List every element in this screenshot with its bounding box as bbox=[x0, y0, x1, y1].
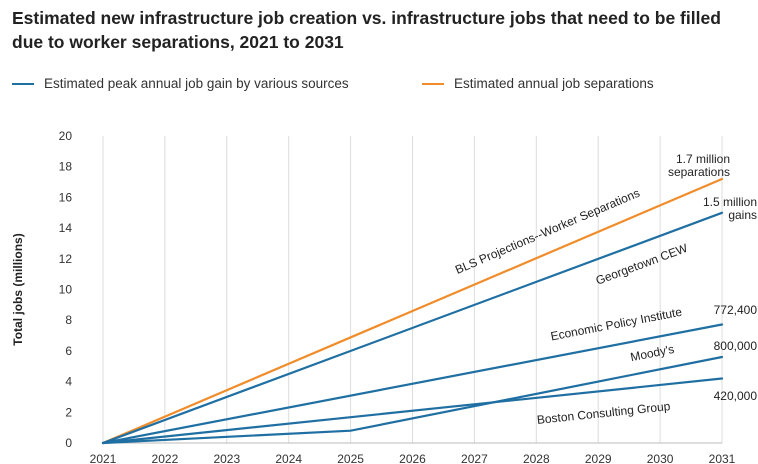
end-label-4: 420,000 bbox=[714, 389, 758, 403]
y-tick-label-10: 10 bbox=[59, 283, 73, 297]
y-tick-label-4: 4 bbox=[65, 375, 72, 389]
end-label-3: 800,000 bbox=[714, 339, 758, 353]
end-label-2: 772,400 bbox=[714, 303, 758, 317]
y-tick-label-12: 12 bbox=[59, 252, 73, 266]
legend-label-separations: Estimated annual job separations bbox=[454, 76, 654, 91]
legend-swatch-separations bbox=[422, 82, 444, 85]
y-tick-label-14: 14 bbox=[59, 221, 73, 235]
series-label-moody-s: Moody's bbox=[629, 342, 675, 364]
legend-item-separations: Estimated annual job separations bbox=[422, 76, 654, 91]
x-tick-label-2022: 2022 bbox=[152, 452, 179, 464]
end-label-2-line-0: 772,400 bbox=[714, 303, 758, 317]
end-label-0: 1.7 million separations bbox=[668, 152, 730, 179]
end-label-0-line-1: separations bbox=[668, 165, 730, 179]
x-tick-label-2029: 2029 bbox=[585, 452, 612, 464]
x-tick-label-2021: 2021 bbox=[90, 452, 117, 464]
y-tick-label-6: 6 bbox=[65, 344, 72, 358]
end-label-1-line-0: 1.5 million bbox=[703, 195, 757, 209]
end-label-4-line-0: 420,000 bbox=[714, 389, 758, 403]
x-tick-label-2030: 2030 bbox=[647, 452, 674, 464]
end-label-3-line-0: 800,000 bbox=[714, 339, 758, 353]
legend-item-job-gain: Estimated peak annual job gain by variou… bbox=[12, 76, 349, 91]
x-tick-label-2031: 2031 bbox=[709, 452, 736, 464]
y-tick-label-16: 16 bbox=[59, 190, 73, 204]
series-line-moody-s bbox=[101, 355, 724, 445]
series-label-boston-consulting-group: Boston Consulting Group bbox=[536, 399, 671, 427]
series-line-economic-policy-institute bbox=[101, 323, 724, 445]
series-line-bls-projections-worker-separations bbox=[101, 177, 724, 445]
series-line-georgetown-cew bbox=[101, 211, 724, 445]
y-tick-label-18: 18 bbox=[59, 160, 73, 174]
y-tick-label-0: 0 bbox=[65, 436, 72, 450]
y-axis-title: Total jobs (millions) bbox=[11, 233, 25, 345]
series-label-economic-policy-institute: Economic Policy Institute bbox=[549, 305, 683, 344]
end-label-1-line-1: gains bbox=[728, 208, 757, 222]
series-label-georgetown-cew: Georgetown CEW bbox=[594, 241, 690, 288]
x-tick-label-2028: 2028 bbox=[523, 452, 550, 464]
end-label-1: 1.5 million gains bbox=[703, 195, 757, 222]
end-label-0-line-0: 1.7 million bbox=[676, 152, 730, 166]
y-tick-label-2: 2 bbox=[65, 405, 72, 419]
legend-swatch-job-gain bbox=[12, 82, 34, 85]
legend-label-job-gain: Estimated peak annual job gain by variou… bbox=[44, 76, 349, 91]
x-tick-label-2023: 2023 bbox=[213, 452, 240, 464]
x-tick-label-2026: 2026 bbox=[399, 452, 426, 464]
y-tick-label-20: 20 bbox=[59, 129, 73, 143]
x-tick-label-2027: 2027 bbox=[461, 452, 488, 464]
x-tick-label-2025: 2025 bbox=[337, 452, 364, 464]
x-tick-label-2024: 2024 bbox=[275, 452, 302, 464]
series-label-bls-projections-worker-separations: BLS Projections--Worker Separations bbox=[453, 186, 642, 277]
y-tick-label-8: 8 bbox=[65, 313, 72, 327]
series-line-boston-consulting-group bbox=[101, 377, 724, 445]
chart-legend: Estimated peak annual job gain by variou… bbox=[12, 76, 752, 96]
chart-title: Estimated new infrastructure job creatio… bbox=[12, 8, 721, 52]
